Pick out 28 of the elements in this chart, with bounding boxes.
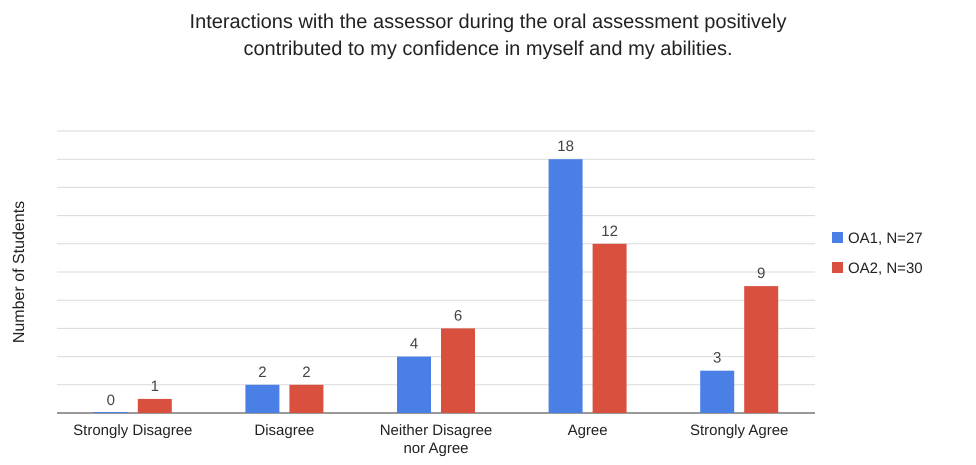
x-tick-label: Neither Disagree nor Agree (380, 422, 492, 457)
bar (441, 328, 475, 413)
data-label: 6 (454, 307, 462, 324)
bar (700, 370, 734, 413)
x-tick-label: Strongly Disagree (73, 422, 192, 439)
data-label: 9 (757, 265, 766, 282)
data-label: 4 (410, 336, 418, 353)
x-tick-label: Agree (568, 422, 608, 439)
data-label: 1 (150, 378, 159, 395)
chart-title: Interactions with the assessor during the oral assessment positively contributed to my confidence in myself and my abilities. (190, 11, 786, 60)
x-tick-label: Disagree (254, 422, 314, 439)
legend-label: OA1, N=27 (848, 230, 923, 247)
data-label: 18 (557, 138, 574, 156)
data-label: 0 (106, 392, 115, 409)
data-label: 12 (601, 222, 618, 240)
bar (548, 159, 583, 413)
data-label: 2 (258, 364, 267, 381)
bar (397, 356, 431, 413)
data-label: 3 (713, 350, 722, 367)
y-axis-title: Number of Students (11, 200, 28, 344)
bar (592, 244, 627, 413)
x-tick-label: Strongly Agree (690, 422, 788, 439)
legend-label: OA2, N=30 (848, 260, 923, 277)
bar (744, 286, 778, 413)
bar (245, 384, 280, 413)
data-label: 2 (302, 364, 311, 381)
bar (289, 384, 324, 413)
bar (138, 398, 172, 413)
